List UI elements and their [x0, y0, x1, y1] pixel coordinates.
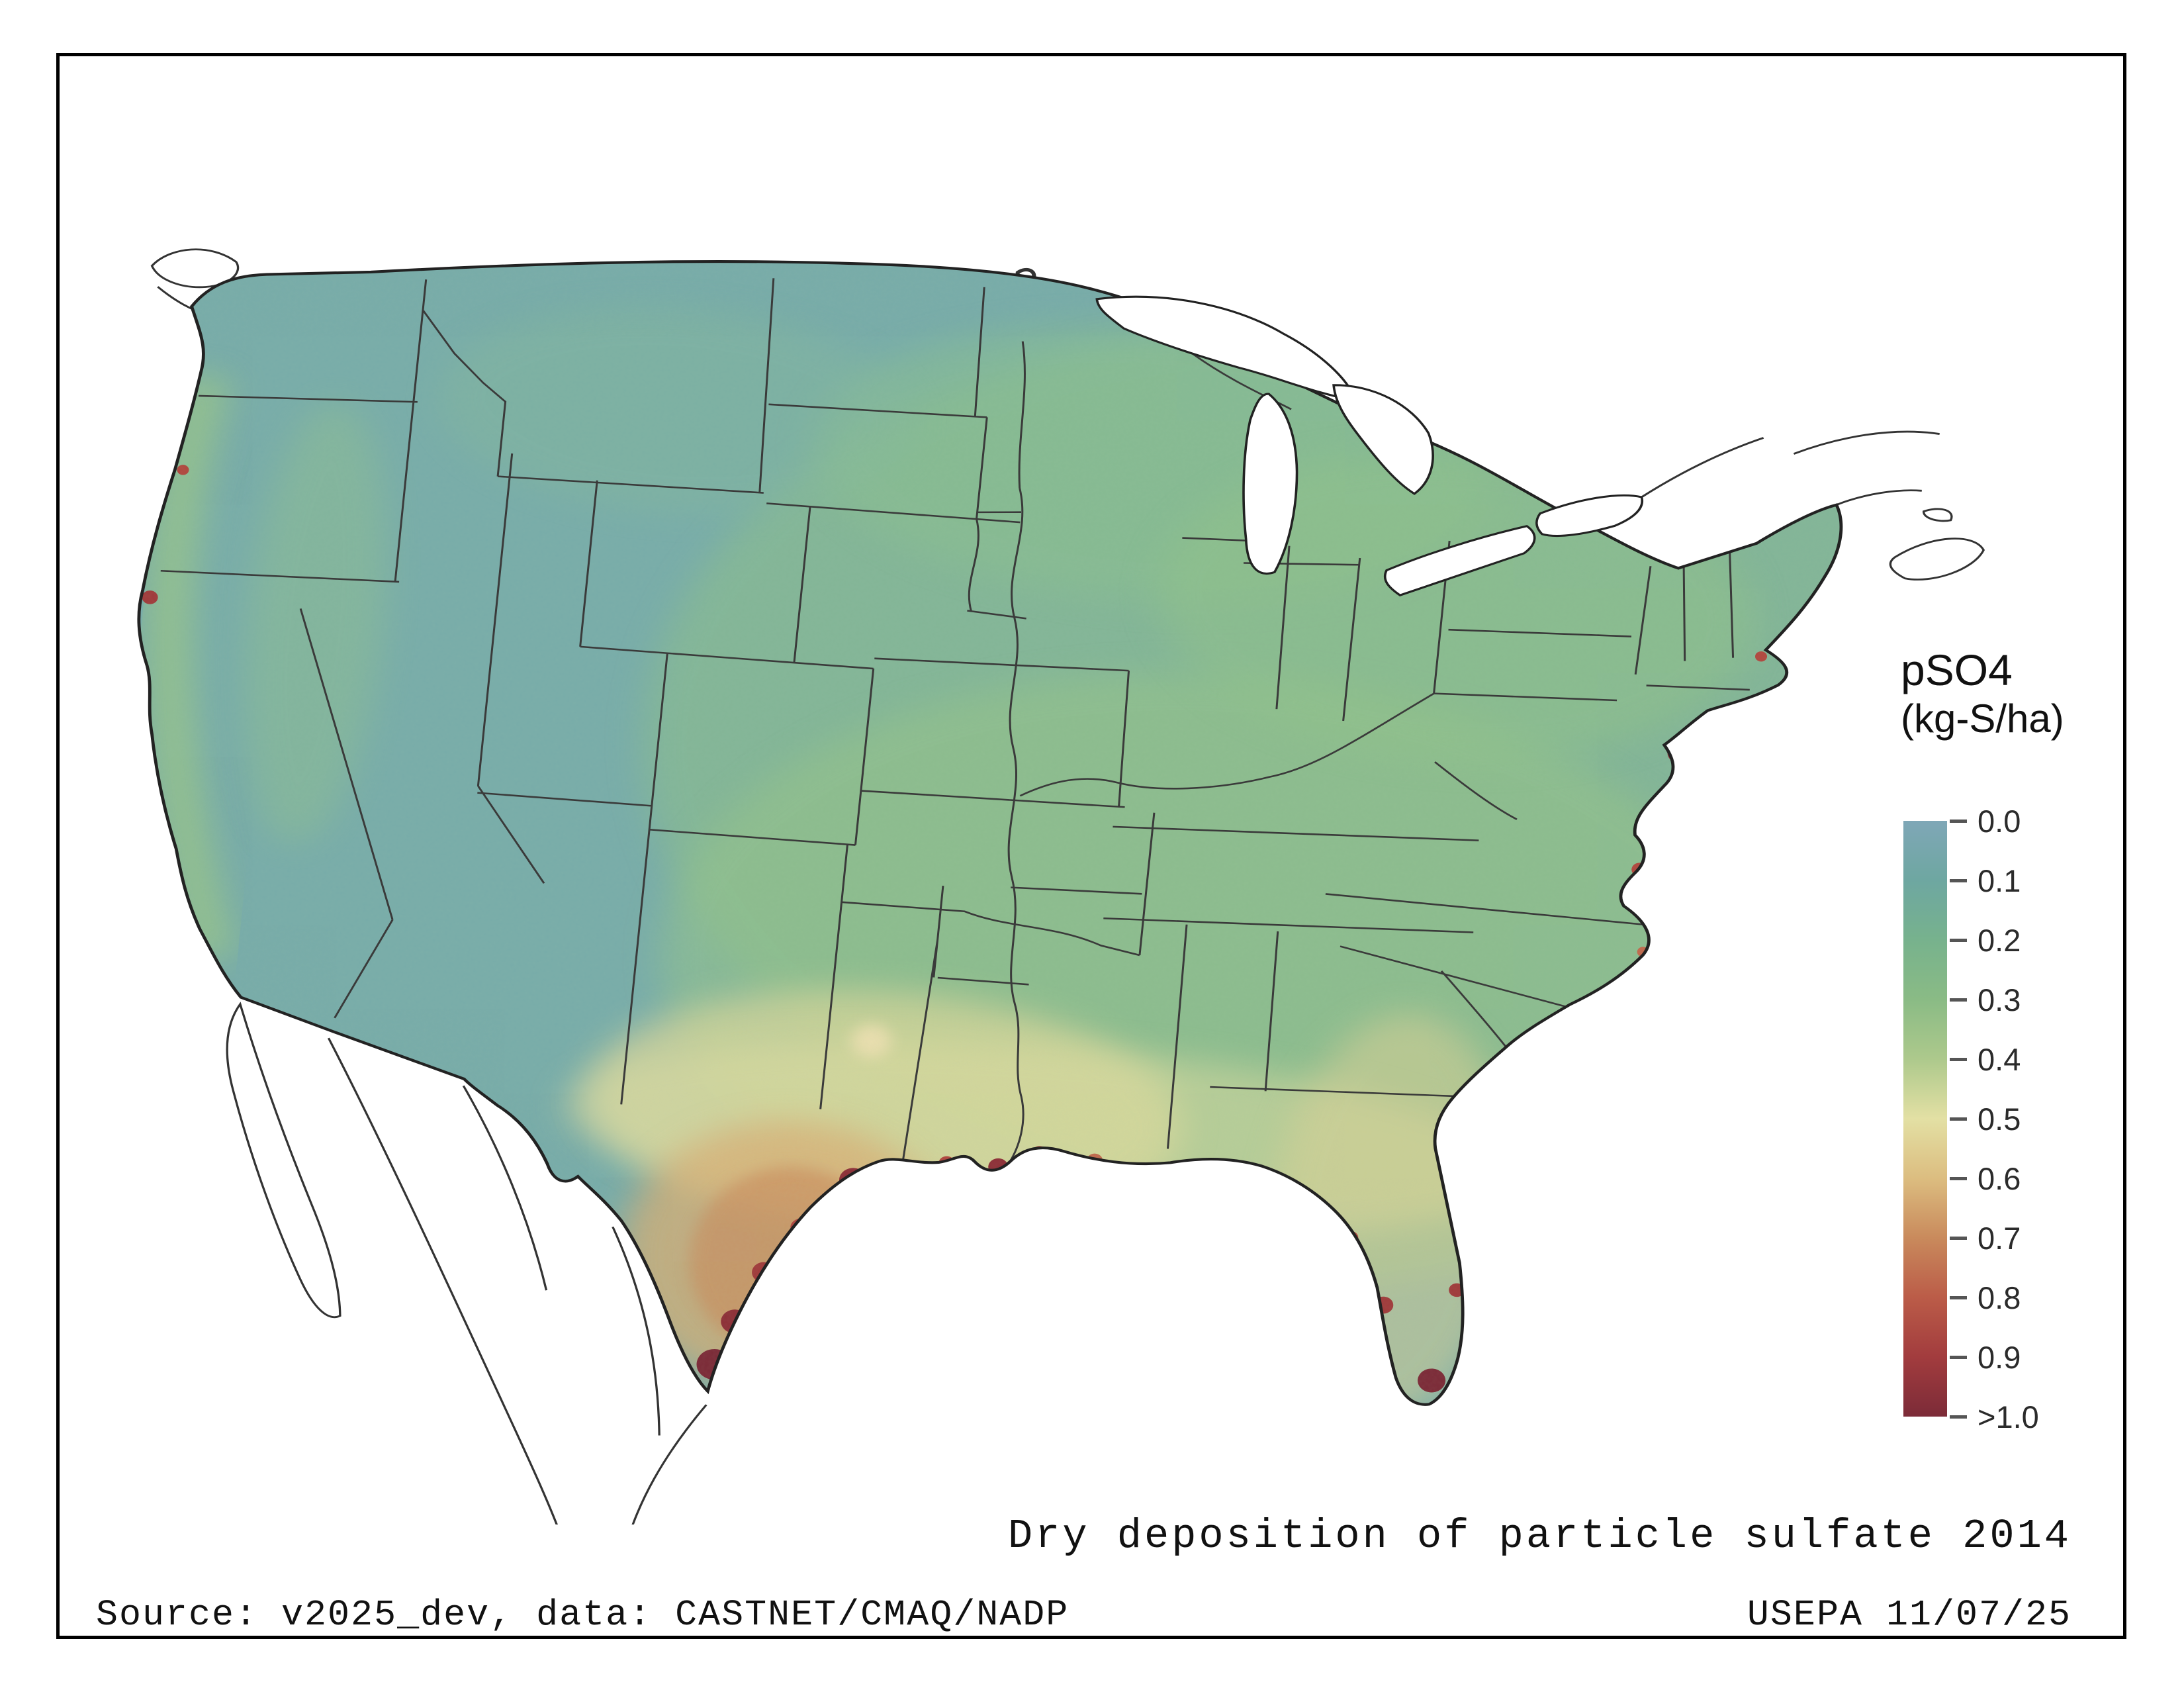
tick-label: >1.0: [1978, 1399, 2039, 1434]
legend-colorbar-wrap: 0.0 0.1 0.2 0.3 0.4 0.5 0.6 0.7 0.8 0.9 >1.0: [1903, 804, 2181, 1434]
legend-title: pSO4: [1901, 645, 2013, 694]
legend-tick: 0.4: [1950, 1042, 2021, 1077]
vancouver-island: [150, 248, 240, 289]
legend-tick: 0.9: [1950, 1340, 2021, 1375]
legend-tick: 0.0: [1950, 803, 2021, 839]
legend-colorbar: [1903, 821, 1947, 1417]
tick-label: 0.6: [1978, 1160, 2021, 1196]
tick-mark: [1950, 998, 1967, 1002]
st-lawrence-river: [1641, 437, 1764, 498]
legend-tick-labels: 0.0 0.1 0.2 0.3 0.4 0.5 0.6 0.7 0.8 0.9 >1.0: [1950, 804, 2175, 1434]
agency-date: USEPA 11/07/25: [1747, 1594, 2071, 1636]
lake-superior: [1095, 295, 1358, 402]
tick-label: 0.9: [1978, 1339, 2021, 1375]
tick-label: 0.1: [1978, 863, 2021, 898]
lake-erie: [1383, 525, 1536, 596]
tick-label: 0.8: [1978, 1280, 2021, 1315]
mexico-state-line-2: [612, 1226, 660, 1436]
baja-california: [226, 1002, 341, 1319]
lake-michigan: [1242, 393, 1298, 575]
prince-edward-island: [1922, 508, 1953, 522]
tick-mark: [1950, 878, 1967, 882]
tick-mark: [1950, 1176, 1967, 1180]
legend-tick: 0.8: [1950, 1280, 2021, 1315]
tick-mark: [1950, 1117, 1967, 1121]
tick-label: 0.7: [1978, 1220, 2021, 1256]
legend-tick: 0.5: [1950, 1101, 2021, 1137]
legend-tick: 0.1: [1950, 863, 2021, 898]
legend-units: (kg-S/ha): [1901, 696, 2064, 741]
legend-tick: 0.3: [1950, 982, 2021, 1017]
legend-tick: >1.0: [1950, 1399, 2039, 1434]
tick-label: 0.3: [1978, 982, 2021, 1017]
mexico-west-coast: [327, 1037, 566, 1524]
nova-scotia: [1889, 538, 1985, 581]
tick-mark: [1950, 1355, 1967, 1359]
tick-label: 0.0: [1978, 803, 2021, 839]
canada-mexico-coastlines: [150, 248, 1985, 1524]
mexico-gulf-coast: [621, 1404, 707, 1524]
tick-mark: [1950, 1295, 1967, 1299]
state-borders: [160, 278, 1750, 1168]
tick-label: 0.5: [1978, 1101, 2021, 1137]
legend: pSO4 (kg-S/ha) 0.0 0.1 0.2 0.3 0.4 0.5 0.6 0.7 0…: [1901, 645, 2179, 1434]
tick-label: 0.2: [1978, 922, 2021, 958]
map-title: Dry deposition of particle sulfate 2014: [1007, 1513, 2071, 1560]
tick-mark: [1950, 1236, 1967, 1240]
legend-tick: 0.7: [1950, 1220, 2021, 1256]
tick-mark: [1950, 1057, 1967, 1061]
legend-tick: 0.6: [1950, 1160, 2021, 1196]
raster-noise-texture: [64, 210, 1861, 1470]
source-line: Source: v2025_dev, data: CASTNET/CMAQ/NA…: [96, 1594, 1069, 1636]
great-lakes: [1095, 295, 1644, 596]
tick-mark: [1950, 819, 1967, 823]
us-dry-deposition-map: [64, 210, 1985, 1524]
mexico-state-line-1: [462, 1085, 548, 1291]
tick-mark: [1950, 938, 1967, 942]
legend-tick: 0.2: [1950, 923, 2021, 958]
lake-ontario: [1535, 494, 1644, 538]
lake-huron: [1332, 384, 1434, 495]
tick-mark: [1950, 1415, 1967, 1419]
deposition-raster: [64, 210, 1861, 1470]
tick-label: 0.4: [1978, 1041, 2021, 1077]
